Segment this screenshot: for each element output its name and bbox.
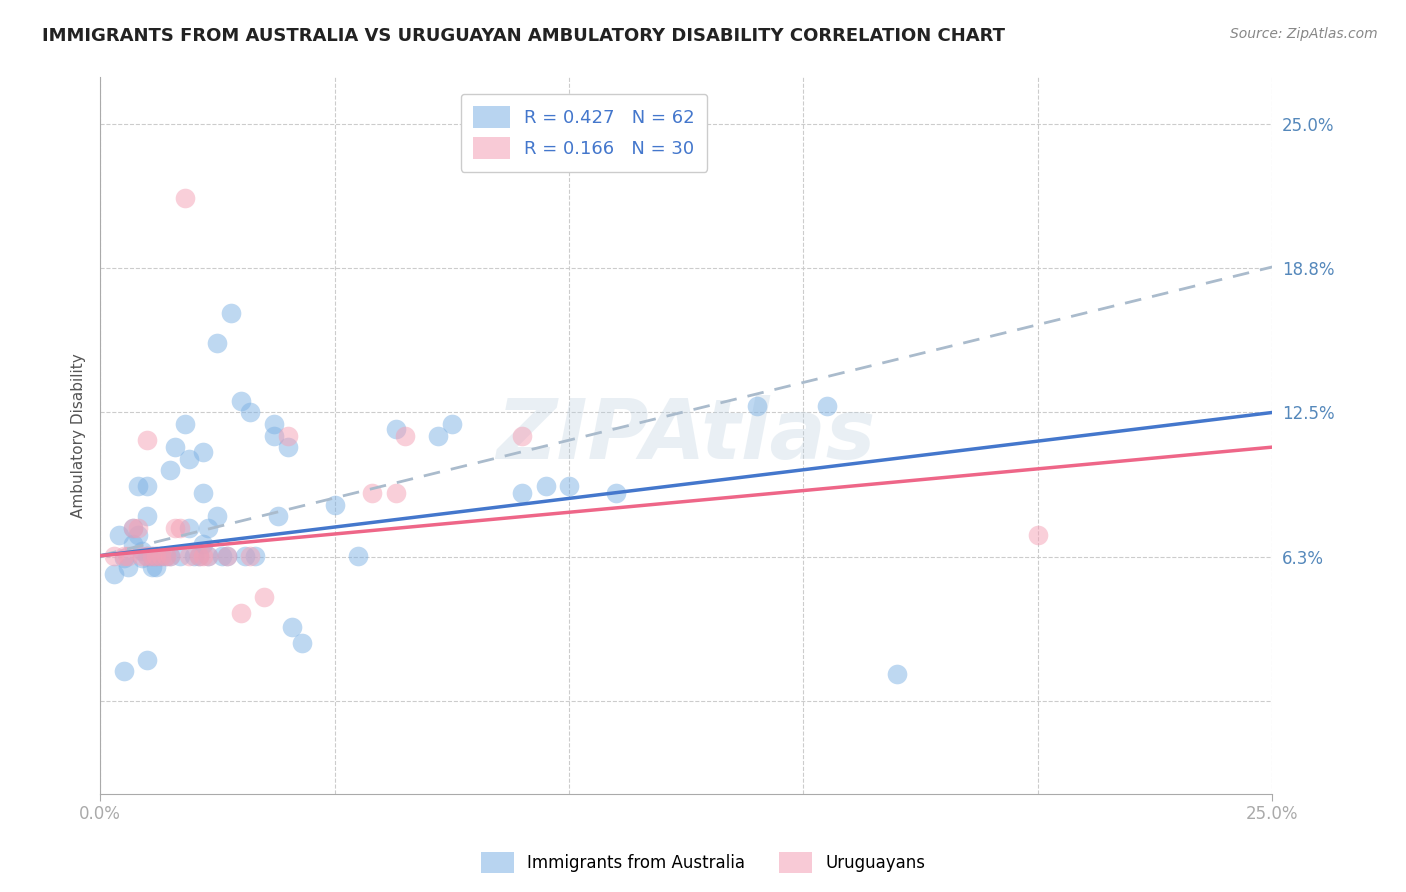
Point (745, 399, 768, 413)
Point (165, 440, 187, 454)
Point (122, 521, 145, 535)
Text: Source: ZipAtlas.com: Source: ZipAtlas.com (1230, 27, 1378, 41)
Point (229, 393, 252, 408)
Point (361, 486, 384, 500)
Point (169, 521, 191, 535)
Point (145, 560, 167, 574)
Point (136, 509, 159, 524)
Point (239, 549, 262, 563)
Point (384, 486, 406, 500)
Legend: Immigrants from Australia, Uruguayans: Immigrants from Australia, Uruguayans (474, 846, 932, 880)
Y-axis label: Ambulatory Disability: Ambulatory Disability (72, 353, 86, 518)
Point (510, 486, 533, 500)
Point (159, 463, 181, 477)
Point (193, 444, 215, 458)
Legend: R = 0.427   N = 62, R = 0.166   N = 30: R = 0.427 N = 62, R = 0.166 N = 30 (461, 94, 707, 172)
Point (197, 549, 219, 563)
Point (131, 544, 153, 558)
Point (323, 498, 346, 512)
Point (159, 549, 181, 563)
Point (267, 509, 290, 524)
Point (131, 551, 153, 566)
Point (159, 549, 181, 563)
Point (187, 549, 209, 563)
Point (117, 560, 139, 574)
Point (145, 549, 167, 563)
Point (187, 549, 209, 563)
Point (221, 306, 243, 320)
Point (440, 417, 463, 431)
Point (165, 521, 187, 535)
Point (112, 549, 135, 563)
Point (169, 549, 191, 563)
Point (127, 528, 149, 542)
Point (117, 549, 139, 563)
Point (112, 551, 135, 566)
Point (229, 607, 252, 621)
Point (122, 537, 145, 551)
Point (277, 440, 299, 454)
Point (122, 521, 145, 535)
Point (127, 479, 149, 493)
Point (510, 428, 533, 442)
Point (207, 336, 229, 351)
Point (886, 666, 908, 681)
Point (211, 549, 233, 563)
Point (141, 560, 163, 574)
Point (127, 521, 149, 535)
Point (239, 405, 262, 419)
Point (281, 620, 304, 634)
Point (173, 417, 195, 431)
Point (235, 549, 257, 563)
Point (136, 653, 159, 667)
Point (173, 191, 195, 205)
Point (426, 428, 449, 442)
Point (193, 537, 215, 551)
Point (108, 528, 131, 542)
Point (179, 521, 201, 535)
Point (253, 591, 276, 605)
Point (193, 486, 215, 500)
Point (263, 428, 285, 442)
Point (179, 451, 201, 466)
Point (155, 549, 177, 563)
Point (197, 549, 219, 563)
Point (150, 549, 173, 563)
Point (141, 549, 163, 563)
Point (103, 549, 125, 563)
Point (394, 428, 416, 442)
Point (112, 664, 135, 678)
Point (1026, 528, 1049, 542)
Point (155, 549, 177, 563)
Text: IMMIGRANTS FROM AUSTRALIA VS URUGUAYAN AMBULATORY DISABILITY CORRELATION CHART: IMMIGRANTS FROM AUSTRALIA VS URUGUAYAN A… (42, 27, 1005, 45)
Point (136, 479, 159, 493)
Point (815, 399, 838, 413)
Point (193, 549, 215, 563)
Point (215, 549, 238, 563)
Point (347, 549, 370, 563)
Point (141, 549, 163, 563)
Point (136, 433, 159, 447)
Point (103, 567, 125, 582)
Point (605, 486, 627, 500)
Point (243, 549, 266, 563)
Point (136, 549, 159, 563)
Text: ZIPAtlas: ZIPAtlas (496, 395, 876, 476)
Point (558, 479, 581, 493)
Point (291, 636, 314, 650)
Point (534, 479, 557, 493)
Point (277, 428, 299, 442)
Point (183, 549, 205, 563)
Point (131, 549, 153, 563)
Point (263, 417, 285, 431)
Point (179, 549, 201, 563)
Point (207, 509, 229, 524)
Point (384, 422, 406, 436)
Point (136, 549, 159, 563)
Point (145, 549, 167, 563)
Point (150, 549, 173, 563)
Point (197, 521, 219, 535)
Point (215, 549, 238, 563)
